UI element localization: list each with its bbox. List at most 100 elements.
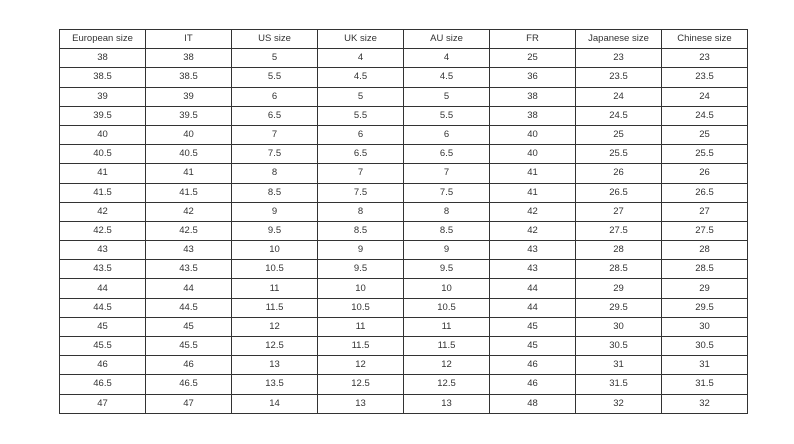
column-header: FR xyxy=(489,28,576,50)
table-row: 47 47 14 13 13 48 32 32 xyxy=(59,393,748,414)
table-cell: 40 xyxy=(59,124,146,146)
table-cell: 10.5 xyxy=(317,297,404,318)
table-cell: 42 xyxy=(489,201,576,222)
table-cell: 45.5 xyxy=(145,335,232,357)
table-row: 43 43 10 9 9 43 28 28 xyxy=(59,240,748,261)
table-cell: 28 xyxy=(661,240,748,261)
table-row: 39.5 39.5 6.5 5.5 5.5 38 24.5 24.5 xyxy=(59,105,748,126)
table-cell: 6 xyxy=(317,124,404,146)
table-cell: 43 xyxy=(489,240,576,261)
table-cell: 24 xyxy=(661,86,748,107)
table-cell: 7.5 xyxy=(231,144,318,165)
table-cell: 5.5 xyxy=(231,67,318,88)
table-cell: 40.5 xyxy=(59,144,146,165)
table-cell: 43 xyxy=(489,259,576,280)
table-cell: 5 xyxy=(231,48,318,69)
table-row: 39 39 6 5 5 38 24 24 xyxy=(59,86,748,107)
table-cell: 45.5 xyxy=(59,335,146,357)
table-cell: 38.5 xyxy=(59,67,146,88)
table-cell: 30 xyxy=(575,316,662,338)
table-cell: 45 xyxy=(489,316,576,338)
table-cell: 25.5 xyxy=(575,144,662,165)
table-cell: 31 xyxy=(575,355,662,376)
table-cell: 4.5 xyxy=(403,67,490,88)
table-cell: 4.5 xyxy=(317,67,404,88)
table-cell: 24.5 xyxy=(661,105,748,126)
table-cell: 6 xyxy=(403,124,490,146)
table-cell: 45 xyxy=(59,316,146,338)
table-cell: 38 xyxy=(59,48,146,69)
table-cell: 12 xyxy=(317,355,404,376)
table-row: 46.5 46.5 13.5 12.5 12.5 46 31.5 31.5 xyxy=(59,374,748,395)
table-cell: 26 xyxy=(575,163,662,184)
table-cell: 40 xyxy=(489,124,576,146)
column-header: AU size xyxy=(403,28,490,50)
table-row: 45 45 12 11 11 45 30 30 xyxy=(59,316,748,338)
table-row: 44.5 44.5 11.5 10.5 10.5 44 29.5 29.5 xyxy=(59,297,748,318)
table-cell: 41 xyxy=(145,163,232,184)
table-cell: 25 xyxy=(661,124,748,146)
table-cell: 47 xyxy=(59,393,146,414)
table-cell: 40 xyxy=(145,124,232,146)
table-cell: 29 xyxy=(661,278,748,299)
table-cell: 8.5 xyxy=(403,220,490,242)
table-cell: 8 xyxy=(231,163,318,184)
table-cell: 25 xyxy=(575,124,662,146)
table-cell: 8 xyxy=(403,201,490,222)
table-cell: 7.5 xyxy=(317,182,404,203)
table-cell: 31.5 xyxy=(661,374,748,395)
table-row: 42.5 42.5 9.5 8.5 8.5 42 27.5 27.5 xyxy=(59,220,748,242)
table-cell: 10.5 xyxy=(231,259,318,280)
table-cell: 5.5 xyxy=(317,105,404,126)
table-row: 46 46 13 12 12 46 31 31 xyxy=(59,355,748,376)
table-cell: 44 xyxy=(489,297,576,318)
table-cell: 11 xyxy=(403,316,490,338)
table-cell: 30.5 xyxy=(575,335,662,357)
table-cell: 36 xyxy=(489,67,576,88)
table-cell: 30.5 xyxy=(661,335,748,357)
table-cell: 8 xyxy=(317,201,404,222)
table-cell: 6 xyxy=(231,86,318,107)
table-cell: 5 xyxy=(317,86,404,107)
table-cell: 12.5 xyxy=(231,335,318,357)
table-cell: 31.5 xyxy=(575,374,662,395)
table-cell: 27 xyxy=(575,201,662,222)
table-row: 43.5 43.5 10.5 9.5 9.5 43 28.5 28.5 xyxy=(59,259,748,280)
table-cell: 44 xyxy=(489,278,576,299)
table-cell: 8.5 xyxy=(317,220,404,242)
table-cell: 13 xyxy=(403,393,490,414)
table-cell: 46 xyxy=(489,355,576,376)
table-cell: 24 xyxy=(575,86,662,107)
table-cell: 41 xyxy=(489,182,576,203)
table-cell: 10 xyxy=(317,278,404,299)
table-cell: 43 xyxy=(145,240,232,261)
table-cell: 5.5 xyxy=(403,105,490,126)
table-cell: 12.5 xyxy=(317,374,404,395)
table-cell: 42 xyxy=(489,220,576,242)
table-cell: 4 xyxy=(317,48,404,69)
table-cell: 7 xyxy=(231,124,318,146)
table-cell: 31 xyxy=(661,355,748,376)
table-cell: 11 xyxy=(317,316,404,338)
table-cell: 11 xyxy=(231,278,318,299)
table-cell: 41 xyxy=(489,163,576,184)
table-cell: 32 xyxy=(661,393,748,414)
table-cell: 28 xyxy=(575,240,662,261)
table-cell: 14 xyxy=(231,393,318,414)
table-cell: 40 xyxy=(489,144,576,165)
table-cell: 45 xyxy=(489,335,576,357)
table-cell: 27.5 xyxy=(575,220,662,242)
table-cell: 39.5 xyxy=(145,105,232,126)
table-cell: 44.5 xyxy=(145,297,232,318)
table-row: 38.5 38.5 5.5 4.5 4.5 36 23.5 23.5 xyxy=(59,67,748,88)
table-cell: 41.5 xyxy=(59,182,146,203)
table-cell: 9 xyxy=(403,240,490,261)
table-cell: 30 xyxy=(661,316,748,338)
table-cell: 23.5 xyxy=(661,67,748,88)
table-cell: 8.5 xyxy=(231,182,318,203)
column-header: Chinese size xyxy=(661,28,748,50)
table-cell: 44.5 xyxy=(59,297,146,318)
table-cell: 29 xyxy=(575,278,662,299)
table-cell: 38 xyxy=(489,86,576,107)
table-cell: 43.5 xyxy=(145,259,232,280)
